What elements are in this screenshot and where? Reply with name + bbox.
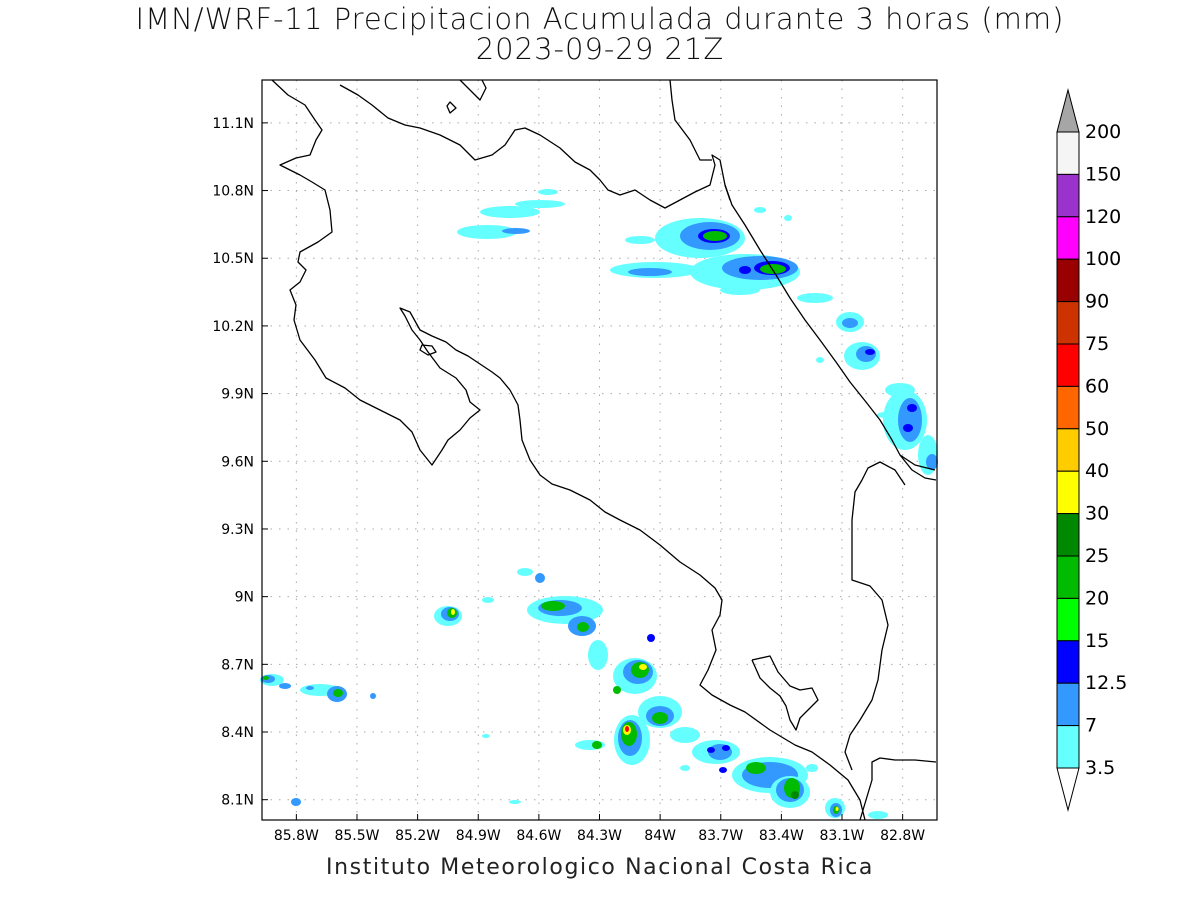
longitude-labels: 85.8W 85.5W 85.2W 84.9W 84.6W 84.3W 84W 83.7W 83…: [274, 814, 925, 844]
colorbar-swatch: [1056, 173, 1080, 218]
colorbar-swatch: [1056, 470, 1080, 515]
lon-tick-label: 85.5W: [334, 828, 379, 844]
lat-tick-label: 10.8N: [212, 184, 254, 200]
colorbar-label: 7: [1085, 715, 1097, 737]
lon-tick-label: 84.6W: [516, 828, 561, 844]
lat-tick-label: 9.9N: [221, 387, 254, 403]
colorbar-label: 30: [1085, 503, 1109, 525]
colorbar-label: 120: [1085, 206, 1121, 228]
colorbar-label: 75: [1085, 333, 1109, 355]
lat-tick-label: 10.5N: [212, 251, 254, 267]
precipitation-layer: [260, 189, 938, 819]
colorbar-label: 60: [1085, 375, 1109, 397]
colorbar-swatch: [1056, 428, 1080, 472]
lat-tick-label: 8.4N: [221, 725, 254, 741]
colorbar-swatch: [1056, 725, 1080, 769]
map-date: 2023-09-29 21Z: [475, 32, 725, 66]
lon-tick-label: 83.4W: [759, 828, 804, 844]
colorbar-label: 20: [1085, 587, 1109, 609]
colorbar-under-arrow: [1056, 767, 1080, 812]
colorbar-swatch: [1056, 343, 1080, 387]
colorbar-label: 3.5: [1085, 757, 1115, 779]
lon-tick-label: 83.7W: [698, 828, 743, 844]
lat-tick-label: 8.7N: [221, 657, 254, 673]
credit-footer: Instituto Meteorologico Nacional Costa R…: [326, 855, 874, 880]
colorbar-label: 15: [1085, 630, 1109, 652]
lon-tick-label: 85.8W: [274, 828, 319, 844]
colorbar-label: 200: [1085, 121, 1121, 143]
precip-cluster-north: [457, 189, 938, 475]
colorbar-label: 90: [1085, 291, 1109, 313]
lat-tick-label: 8.1N: [221, 793, 254, 809]
coastline: [271, 79, 937, 821]
colorbar-swatch: [1056, 258, 1080, 303]
colorbar-swatch: [1056, 301, 1080, 345]
colorbar-label: 150: [1085, 163, 1121, 185]
colorbar: 200 150 120 100 90 75 60 50 40 30 25 20 15 12.5 7 3.5: [1056, 88, 1127, 812]
colorbar-label: 25: [1085, 545, 1109, 567]
lat-tick-label: 9.3N: [221, 522, 254, 538]
lon-tick-label: 84W: [644, 828, 676, 844]
colorbar-swatch: [1056, 385, 1080, 430]
colorbar-label: 40: [1085, 460, 1109, 482]
colorbar-swatch: [1056, 513, 1080, 557]
colorbar-swatch: [1056, 640, 1080, 684]
lon-tick-label: 85.2W: [395, 828, 440, 844]
lon-tick-label: 84.3W: [577, 828, 622, 844]
colorbar-swatch: [1056, 555, 1080, 599]
map-title: IMN/WRF-11 Precipitacion Acumulada duran…: [135, 2, 1065, 36]
colorbar-label: 100: [1085, 248, 1121, 270]
lon-tick-label: 84.9W: [456, 828, 501, 844]
lon-tick-label: 83.1W: [820, 828, 865, 844]
colorbar-swatch: [1056, 131, 1080, 175]
colorbar-over-arrow: [1056, 88, 1080, 133]
colorbar-swatch: [1056, 597, 1080, 642]
colorbar-label: 12.5: [1085, 672, 1127, 694]
lat-tick-label: 11.1N: [212, 116, 254, 132]
precip-cluster-west: [260, 597, 521, 806]
colorbar-swatch: [1056, 682, 1080, 727]
map-frame: [261, 79, 938, 821]
lon-tick-label: 82.8W: [880, 828, 925, 844]
lat-tick-label: 9N: [235, 590, 254, 606]
colorbar-swatch: [1056, 216, 1080, 260]
map-gridlines: [262, 80, 937, 820]
colorbar-label: 50: [1085, 418, 1109, 440]
precip-cluster-south: [517, 568, 888, 819]
lat-tick-label: 10.2N: [212, 319, 254, 335]
latitude-labels: 11.1N 10.8N 10.5N 10.2N 9.9N 9.6N 9.3N 9N 8.7N 8.…: [212, 116, 268, 809]
lat-tick-label: 9.6N: [221, 454, 254, 470]
